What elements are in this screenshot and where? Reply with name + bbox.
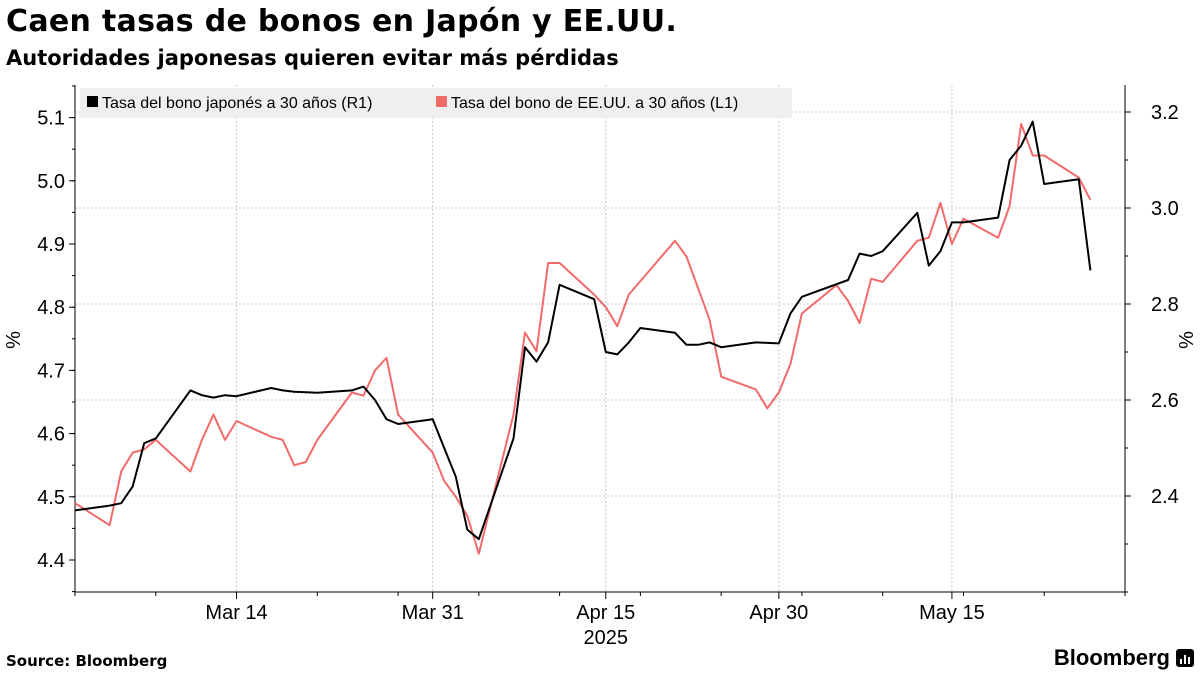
legend: Tasa del bono japonés a 30 años (R1) Tasa… bbox=[80, 88, 792, 118]
left-tick-label: 4.5 bbox=[37, 487, 65, 509]
chart-subtitle: Autoridades japonesas quieren evitar más… bbox=[6, 46, 619, 70]
bar-chart-icon bbox=[1176, 649, 1194, 667]
series-line-japan bbox=[74, 120, 1092, 541]
legend-label-us: Tasa del bono de EE.UU. a 30 años (L1) bbox=[451, 95, 738, 112]
left-tick-label: 5.1 bbox=[37, 108, 65, 130]
brand-logo: Bloomberg bbox=[1054, 645, 1194, 671]
series-line-us bbox=[74, 122, 1092, 555]
x-tick-label: Mar 31 bbox=[402, 602, 464, 624]
source-note: Source: Bloomberg bbox=[6, 652, 168, 670]
series-lines bbox=[74, 120, 1092, 555]
legend-label-japan: Tasa del bono japonés a 30 años (R1) bbox=[102, 95, 372, 112]
chart-title: Caen tasas de bonos en Japón y EE.UU. bbox=[6, 4, 678, 39]
x-tick-label: May 15 bbox=[919, 602, 985, 624]
right-tick-label: 2.8 bbox=[1151, 294, 1179, 316]
grid-lines bbox=[75, 85, 1125, 592]
right-axis-label: % bbox=[1176, 331, 1198, 349]
legend-swatch-us bbox=[436, 96, 447, 107]
brand-text: Bloomberg bbox=[1053, 645, 1170, 670]
left-tick-label: 4.6 bbox=[37, 424, 65, 446]
left-tick-label: 4.4 bbox=[37, 550, 65, 572]
right-tick-label: 2.6 bbox=[1151, 390, 1179, 412]
x-tick-label: Apr 15 bbox=[576, 602, 635, 624]
left-axis-label: % bbox=[3, 331, 25, 349]
right-tick-label: 2.4 bbox=[1151, 486, 1179, 508]
left-tick-label: 5.0 bbox=[37, 171, 65, 193]
left-tick-label: 4.7 bbox=[37, 360, 65, 382]
right-tick-label: 3.0 bbox=[1151, 198, 1179, 220]
left-tick-label: 4.9 bbox=[37, 234, 65, 256]
x-year-label: 2025 bbox=[584, 627, 629, 649]
x-tick-label: Mar 14 bbox=[205, 602, 267, 624]
axes: 4.4 4.5 4.6 4.7 4.8 4.9 5.0 5.1 2.4 2.6 2.8 3.0 3.2%… bbox=[3, 85, 1198, 649]
legend-swatch-japan bbox=[87, 96, 98, 107]
right-tick-label: 3.2 bbox=[1151, 102, 1179, 124]
left-tick-label: 4.8 bbox=[37, 297, 65, 319]
x-tick-label: Apr 30 bbox=[749, 602, 808, 624]
